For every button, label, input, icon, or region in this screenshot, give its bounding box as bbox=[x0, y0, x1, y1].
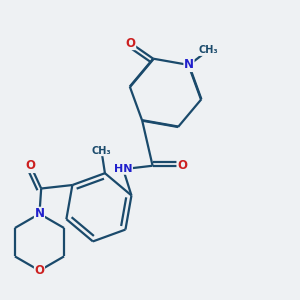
Text: N: N bbox=[34, 207, 44, 220]
Text: O: O bbox=[126, 37, 136, 50]
Text: CH₃: CH₃ bbox=[92, 146, 111, 156]
Text: O: O bbox=[34, 264, 44, 277]
Text: N: N bbox=[184, 58, 194, 71]
Text: O: O bbox=[26, 160, 36, 172]
Text: O: O bbox=[177, 159, 187, 172]
Text: HN: HN bbox=[114, 164, 132, 174]
Text: CH₃: CH₃ bbox=[198, 45, 218, 56]
